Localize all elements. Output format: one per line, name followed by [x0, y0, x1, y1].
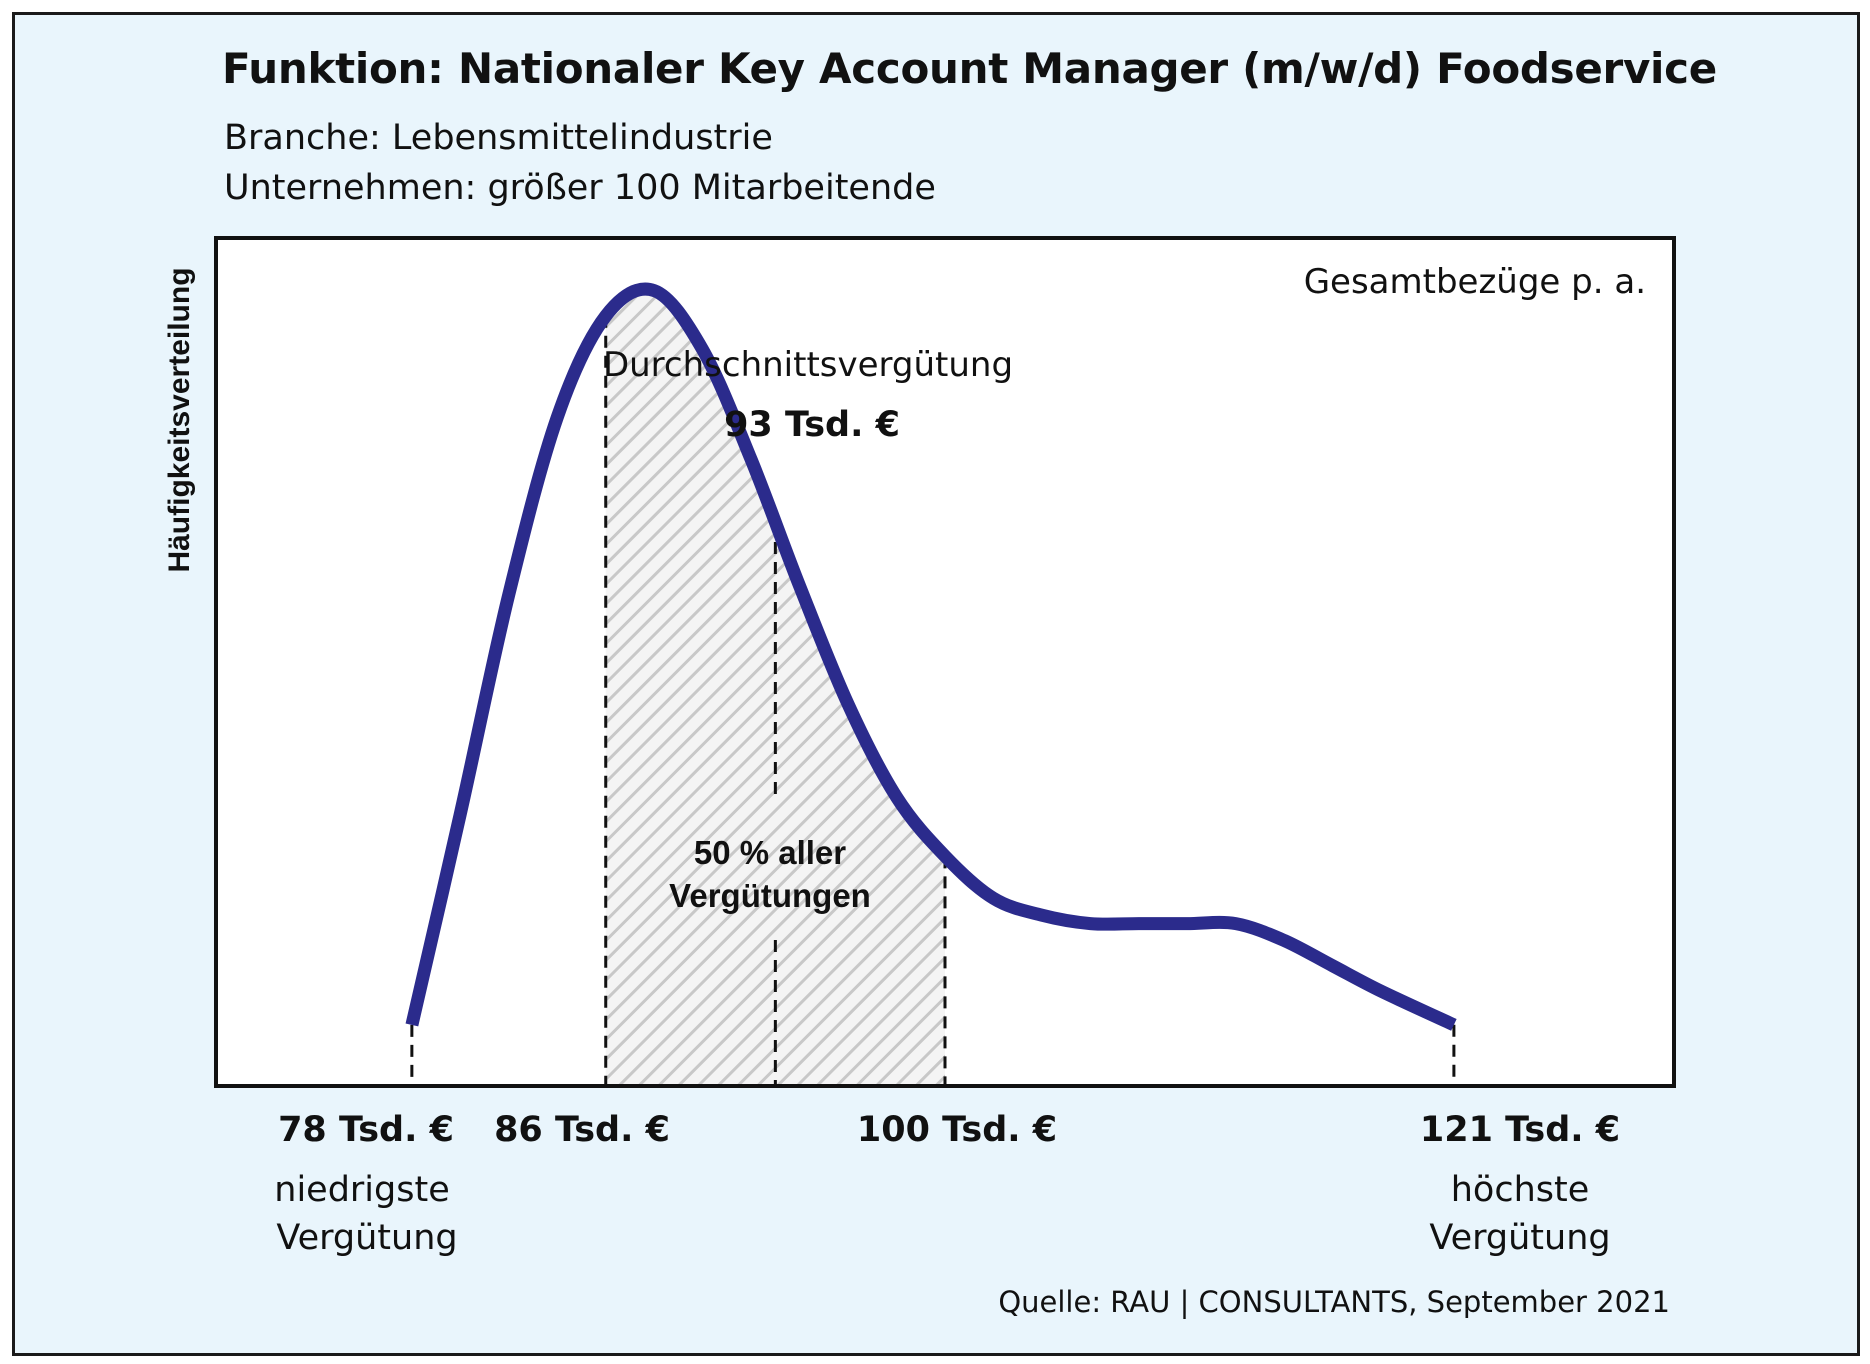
source-note: Quelle: RAU | CONSULTANTS, September 202…	[998, 1285, 1670, 1319]
average-value: 93 Tsd. €	[724, 405, 900, 445]
share-label-line2: Vergütungen	[669, 877, 871, 914]
max-desc-line1: höchste	[1450, 1170, 1590, 1210]
branch-subtitle: Branche: Lebensmittelindustrie	[224, 118, 773, 158]
min-value-label: 78 Tsd. €	[278, 1110, 454, 1150]
total-comp-label: Gesamtbezüge p. a.	[1304, 262, 1646, 302]
q1-value-label: 86 Tsd. €	[494, 1110, 670, 1150]
distribution-curve	[405, 282, 1457, 1031]
min-desc-line2: Vergütung	[276, 1218, 458, 1258]
max-value-label: 121 Tsd. €	[1419, 1110, 1621, 1150]
share-label-line1: 50 % aller	[694, 834, 846, 871]
average-title: Durchschnittsvergütung	[603, 345, 1013, 385]
min-desc-line1: niedrigste	[274, 1170, 450, 1210]
max-desc-line2: Vergütung	[1429, 1218, 1611, 1258]
company-subtitle: Unternehmen: größer 100 Mitarbeitende	[224, 168, 936, 208]
q3-value-label: 100 Tsd. €	[856, 1110, 1058, 1150]
chart-title: Funktion: Nationaler Key Account Manager…	[222, 44, 1717, 93]
